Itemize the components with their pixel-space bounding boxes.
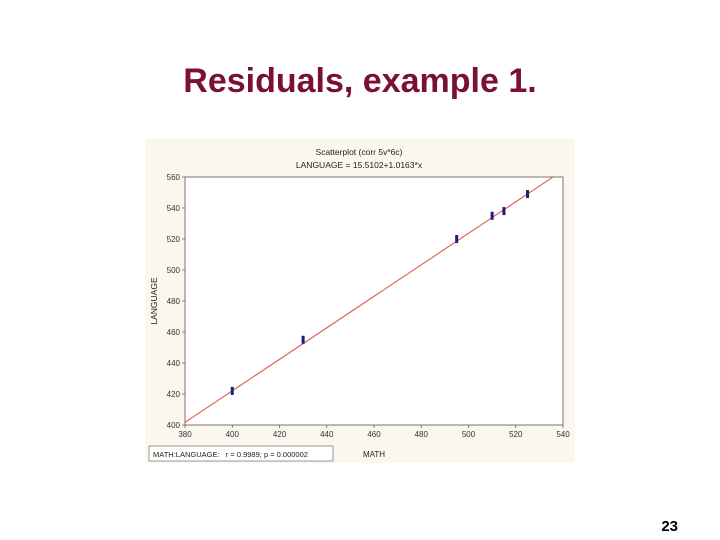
y-tick-label: 560 <box>167 173 181 182</box>
legend-text: MATH:LANGUAGE: r = 0.9989; p = 0.000002 <box>153 450 308 459</box>
data-point <box>526 190 530 199</box>
x-tick-label: 400 <box>226 430 240 439</box>
x-tick-label: 420 <box>273 430 287 439</box>
x-tick-label: 520 <box>509 430 523 439</box>
x-axis-label: MATH <box>363 450 385 459</box>
y-axis-label: LANGUAGE <box>149 277 159 325</box>
x-tick-label: 460 <box>367 430 381 439</box>
data-point <box>455 235 459 243</box>
y-tick-label: 500 <box>167 266 181 275</box>
x-tick-label: 480 <box>415 430 429 439</box>
page-number: 23 <box>661 518 678 535</box>
data-point <box>490 211 494 220</box>
x-tick-label: 440 <box>320 430 334 439</box>
x-tick-label: 540 <box>556 430 570 439</box>
plot-area <box>184 176 564 426</box>
x-tick-label: 500 <box>462 430 476 439</box>
data-point <box>301 335 305 344</box>
chart-panel: Scatterplot (corr 5v*6c) LANGUAGE = 15.5… <box>145 139 575 463</box>
data-point <box>230 386 234 395</box>
y-tick-label: 480 <box>167 297 181 306</box>
scatterplot: Scatterplot (corr 5v*6c) LANGUAGE = 15.5… <box>148 147 570 462</box>
y-tick-label: 440 <box>167 359 181 368</box>
y-axis: 400 420 440 460 480 500 520 540 560 <box>167 173 185 430</box>
data-point <box>502 207 506 216</box>
chart-subtitle: LANGUAGE = 15.5102+1.0163*x <box>296 160 423 170</box>
y-tick-label: 460 <box>167 328 181 337</box>
slide-title: Residuals, example 1. <box>183 62 537 100</box>
y-tick-label: 420 <box>167 390 181 399</box>
x-tick-label: 380 <box>178 430 192 439</box>
y-tick-label: 520 <box>167 235 181 244</box>
y-tick-label: 540 <box>167 204 181 213</box>
legend-box <box>148 445 334 462</box>
chart-title: Scatterplot (corr 5v*6c) <box>316 147 403 157</box>
chart-marks <box>184 176 554 423</box>
x-axis: 380 400 420 440 460 480 500 520 540 <box>178 425 570 439</box>
y-tick-label: 400 <box>167 421 181 430</box>
